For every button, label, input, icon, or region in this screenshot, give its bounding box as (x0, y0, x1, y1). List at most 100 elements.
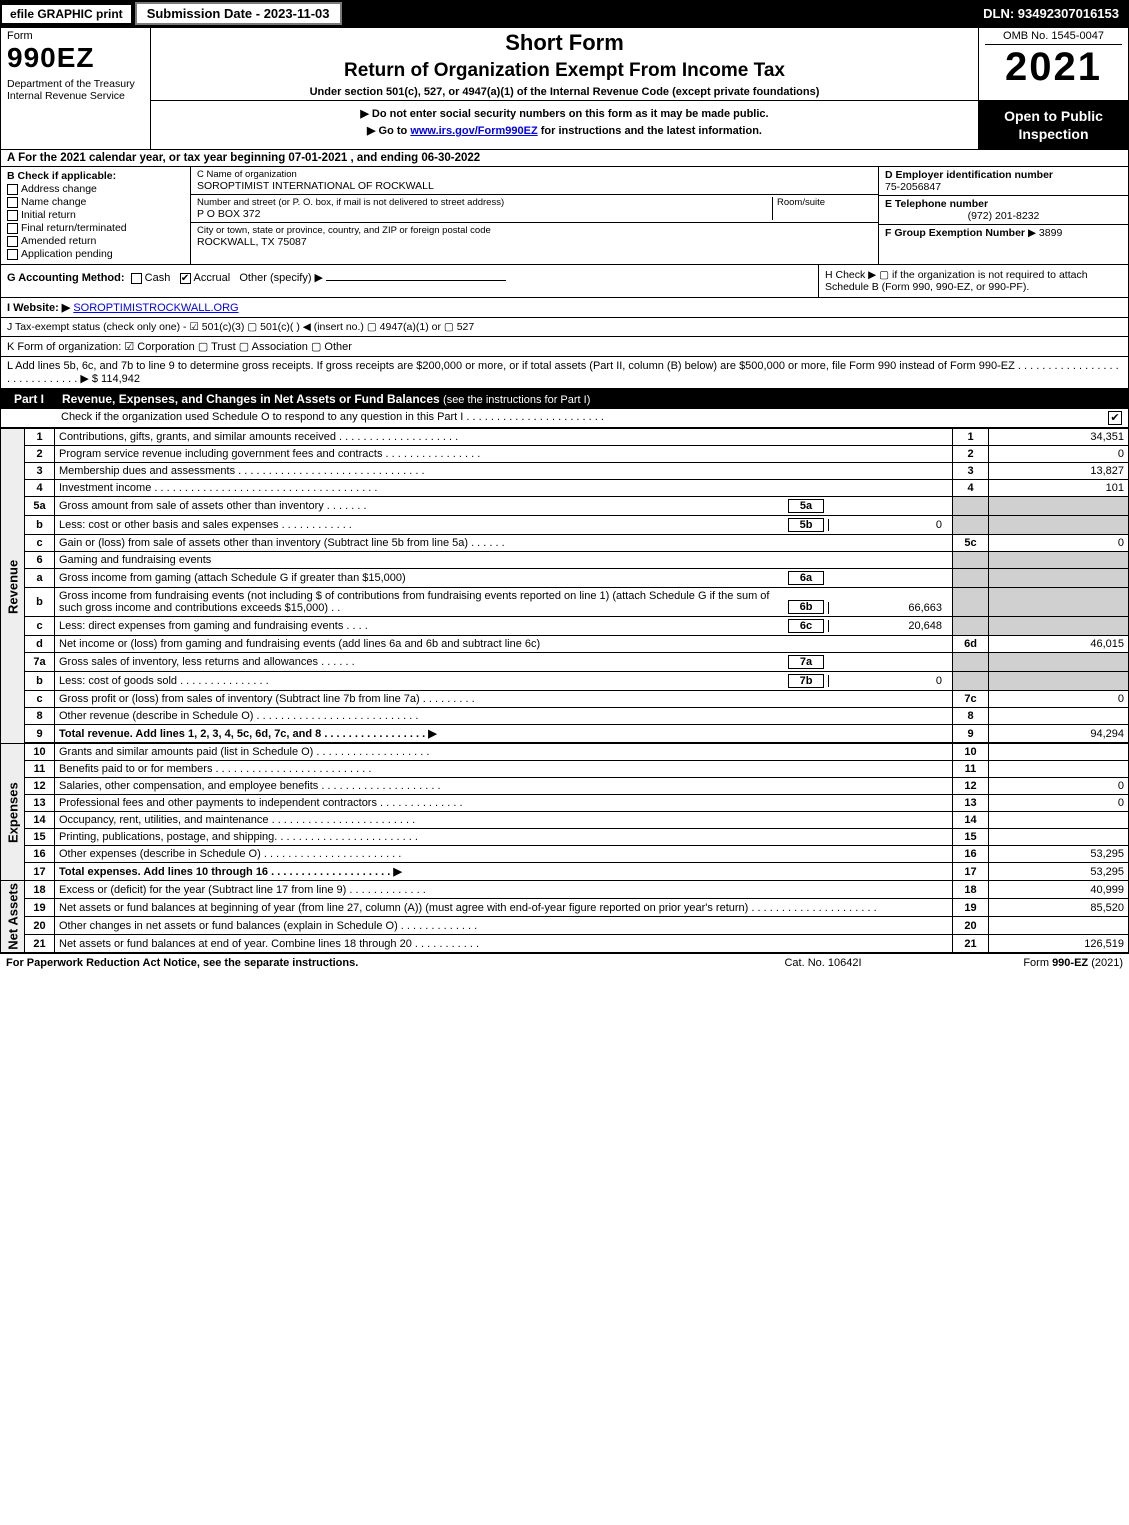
submission-date: Submission Date - 2023-11-03 (135, 2, 342, 25)
instr-goto-pre: ▶ Go to (367, 125, 410, 137)
ln-6a-amt (989, 569, 1129, 588)
instr-goto: ▶ Go to www.irs.gov/Form990EZ for instru… (157, 124, 972, 137)
irs-link[interactable]: www.irs.gov/Form990EZ (410, 125, 537, 137)
chk-cash[interactable] (131, 273, 142, 284)
ln-16-num: 16 (25, 846, 55, 863)
chk-name-change[interactable]: Name change (7, 196, 184, 208)
ln-4-amt: 101 (989, 480, 1129, 497)
ln-6-num: 6 (25, 552, 55, 569)
ln-6-desc: Gaming and fundraising events (55, 552, 953, 569)
ln-9-amt: 94,294 (989, 725, 1129, 743)
ln-18-box: 18 (953, 881, 989, 899)
ln-6b-amt (989, 588, 1129, 617)
l-gross-receipts: L Add lines 5b, 6c, and 7b to line 9 to … (0, 357, 1129, 389)
ln-5b-desc: Less: cost or other basis and sales expe… (55, 516, 953, 535)
ln-10-amt (989, 744, 1129, 761)
dept-treasury: Department of the Treasury Internal Reve… (7, 78, 144, 102)
ln-16-desc: Other expenses (describe in Schedule O) … (55, 846, 953, 863)
chk-initial-return[interactable]: Initial return (7, 209, 184, 221)
ln-2-amt: 0 (989, 446, 1129, 463)
ln-1-amt: 34,351 (989, 429, 1129, 446)
ln-6d-desc: Net income or (loss) from gaming and fun… (55, 636, 953, 653)
instr-goto-post: for instructions and the latest informat… (538, 125, 762, 137)
form-number: 990EZ (7, 42, 144, 74)
ln-7b-amt (989, 672, 1129, 691)
ln-6c-desc: Less: direct expenses from gaming and fu… (55, 617, 953, 636)
ln-3-num: 3 (25, 463, 55, 480)
part-1-desc-suffix: (see the instructions for Part I) (443, 394, 590, 406)
ln-2-desc: Program service revenue including govern… (55, 446, 953, 463)
efile-print-button[interactable]: efile GRAPHIC print (2, 5, 131, 23)
ln-14-amt (989, 812, 1129, 829)
chk-accrual[interactable] (180, 273, 191, 284)
ln-5a-amt (989, 497, 1129, 516)
ln-6a-desc: Gross income from gaming (attach Schedul… (55, 569, 953, 588)
g-accounting: G Accounting Method: Cash Accrual Other … (1, 265, 818, 297)
ln-13-amt: 0 (989, 795, 1129, 812)
ln-5a-desc: Gross amount from sale of assets other t… (55, 497, 953, 516)
website-link[interactable]: SOROPTIMISTROCKWALL.ORG (73, 302, 238, 314)
k-form-org: K Form of organization: ☑ Corporation ▢ … (0, 337, 1129, 357)
ln-12-num: 12 (25, 778, 55, 795)
ln-12-amt: 0 (989, 778, 1129, 795)
street-value: P O BOX 372 (197, 208, 772, 220)
ln-7a-num: 7a (25, 653, 55, 672)
instr-ssn: ▶ Do not enter social security numbers o… (157, 107, 972, 120)
ln-7b-num: b (25, 672, 55, 691)
form-label: Form (7, 30, 144, 42)
ln-8-num: 8 (25, 708, 55, 725)
ln-21-box: 21 (953, 935, 989, 953)
ln-6b-box (953, 588, 989, 617)
ln-13-box: 13 (953, 795, 989, 812)
check-o-box[interactable]: ✔ (1108, 411, 1122, 425)
ln-7b-box (953, 672, 989, 691)
ln-21-desc: Net assets or fund balances at end of ye… (55, 935, 953, 953)
ln-3-amt: 13,827 (989, 463, 1129, 480)
part-1-tag: Part I (8, 392, 50, 406)
ln-21-amt: 126,519 (989, 935, 1129, 953)
part-1-header: Part I Revenue, Expenses, and Changes in… (0, 389, 1129, 409)
ln-13-num: 13 (25, 795, 55, 812)
ln-7a-desc: Gross sales of inventory, less returns a… (55, 653, 953, 672)
ln-3-box: 3 (953, 463, 989, 480)
e-phone-label: E Telephone number (885, 198, 1122, 210)
ln-6b-num: b (25, 588, 55, 617)
ln-6-box (953, 552, 989, 569)
ln-20-amt (989, 917, 1129, 935)
ln-15-num: 15 (25, 829, 55, 846)
chk-application-pending[interactable]: Application pending (7, 248, 184, 260)
ln-6c-amt (989, 617, 1129, 636)
chk-final-return[interactable]: Final return/terminated (7, 222, 184, 234)
gh-row: G Accounting Method: Cash Accrual Other … (0, 265, 1129, 298)
check-o-text: Check if the organization used Schedule … (61, 411, 1108, 425)
ln-19-num: 19 (25, 899, 55, 917)
ln-7c-desc: Gross profit or (loss) from sales of inv… (55, 691, 953, 708)
ln-3-desc: Membership dues and assessments . . . . … (55, 463, 953, 480)
ln-14-box: 14 (953, 812, 989, 829)
footer-cat-no: Cat. No. 10642I (723, 957, 923, 969)
ln-18-num: 18 (25, 881, 55, 899)
ln-14-desc: Occupancy, rent, utilities, and maintena… (55, 812, 953, 829)
ln-18-desc: Excess or (deficit) for the year (Subtra… (55, 881, 953, 899)
ln-7a-box (953, 653, 989, 672)
ln-5c-amt: 0 (989, 535, 1129, 552)
city-label: City or town, state or province, country… (197, 225, 872, 236)
open-to-public: Open to Public Inspection (979, 101, 1128, 149)
chk-address-change[interactable]: Address change (7, 183, 184, 195)
ln-11-desc: Benefits paid to or for members . . . . … (55, 761, 953, 778)
ln-19-amt: 85,520 (989, 899, 1129, 917)
ln-5a-box (953, 497, 989, 516)
top-bar: efile GRAPHIC print Submission Date - 20… (0, 0, 1129, 27)
ln-12-desc: Salaries, other compensation, and employ… (55, 778, 953, 795)
col-b-checkboxes: B Check if applicable: Address change Na… (1, 167, 191, 264)
ln-7b-desc: Less: cost of goods sold . . . . . . . .… (55, 672, 953, 691)
ln-11-amt (989, 761, 1129, 778)
chk-amended-return[interactable]: Amended return (7, 235, 184, 247)
room-label: Room/suite (777, 197, 872, 208)
ln-10-box: 10 (953, 744, 989, 761)
ln-7c-box: 7c (953, 691, 989, 708)
ln-9-box: 9 (953, 725, 989, 743)
j-tax-exempt: J Tax-exempt status (check only one) - ☑… (0, 318, 1129, 337)
ln-2-box: 2 (953, 446, 989, 463)
other-label: Other (specify) ▶ (239, 272, 323, 284)
